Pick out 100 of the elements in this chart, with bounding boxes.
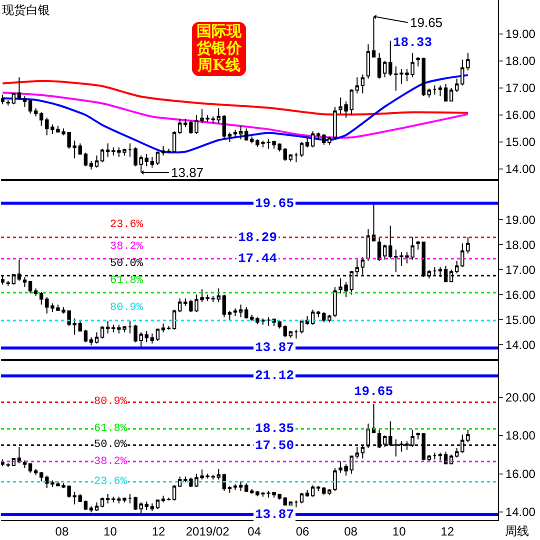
candlestick — [172, 309, 176, 330]
ref-line-label: 13.87 — [255, 507, 294, 522]
candlestick — [178, 476, 182, 488]
annotation: 19.65 — [354, 384, 394, 399]
candlestick — [6, 100, 10, 106]
candlestick — [222, 294, 226, 318]
chart-subtitle: 现货白银 — [2, 2, 50, 19]
candlestick — [22, 276, 27, 288]
annotation: 17.44 — [238, 251, 278, 266]
candlestick — [228, 486, 232, 494]
candlestick — [128, 320, 132, 334]
candlestick — [216, 468, 220, 480]
candlestick — [333, 286, 337, 318]
candlestick — [161, 146, 166, 156]
y-tick-label: 15.00 — [505, 135, 536, 150]
candlestick — [460, 59, 464, 86]
x-tick-label: 10 — [104, 524, 118, 538]
annotation: 17.50 — [255, 438, 294, 453]
candlestick — [84, 500, 88, 511]
candlestick — [360, 74, 365, 94]
candlestick — [310, 130, 315, 148]
annotation: 13.87 — [171, 165, 204, 180]
ref-line-label: 13.87 — [255, 340, 294, 355]
y-tick-label: 16.00 — [505, 108, 536, 122]
candlestick — [178, 118, 182, 134]
candlestick — [333, 106, 337, 140]
y-tick-label: 14.00 — [505, 162, 536, 176]
candlestick — [156, 499, 160, 510]
candlestick — [100, 497, 104, 508]
y-tick-label: 19.00 — [505, 27, 536, 42]
annotation: 18.33 — [393, 35, 432, 50]
candlestick — [238, 304, 243, 318]
candlestick — [228, 132, 232, 143]
candlestick — [355, 76, 359, 94]
annotation: 80.9% — [94, 396, 128, 408]
y-tick-label: 18.00 — [505, 428, 536, 443]
candlestick — [78, 142, 82, 155]
candlestick — [216, 288, 220, 303]
candlestick — [372, 202, 376, 242]
annotation: 18.29 — [238, 230, 278, 245]
candlestick — [144, 154, 148, 167]
annotation: 61.8% — [94, 423, 128, 435]
y-tick-label: 14.00 — [505, 505, 536, 520]
candlestick — [172, 484, 176, 502]
candlestick — [250, 314, 254, 322]
annotation: 23.6% — [94, 476, 128, 488]
y-tick-label: 20.00 — [505, 390, 536, 405]
candlestick — [432, 84, 437, 96]
candlestick — [6, 280, 10, 286]
candlestick — [416, 432, 420, 440]
x-tick-label: 12 — [440, 524, 454, 538]
ref-line-label: 21.12 — [255, 368, 294, 383]
candlestick — [100, 325, 104, 339]
y-tick-label: 17.00 — [505, 81, 536, 96]
candlestick — [300, 492, 304, 504]
candlestick — [34, 468, 38, 476]
annotation: 38.2% — [110, 241, 144, 253]
x-tick-label: 2019/02 — [186, 524, 230, 538]
candlestick — [144, 500, 148, 511]
candlestick — [432, 452, 437, 460]
candlestick — [283, 324, 287, 338]
candlestick — [244, 306, 248, 319]
candlestick — [12, 92, 16, 105]
candlestick — [244, 128, 248, 142]
candlestick — [372, 404, 376, 434]
candlestick — [422, 57, 426, 97]
candlestick — [377, 236, 382, 262]
candlestick — [89, 506, 94, 513]
candlestick — [34, 108, 38, 117]
candlestick — [156, 150, 160, 166]
candlestick — [316, 132, 320, 140]
ref-line-label: 19.65 — [255, 196, 294, 211]
candlestick — [238, 125, 243, 140]
y-tick-label: 16.00 — [505, 288, 536, 302]
candlestick — [222, 114, 226, 140]
annotation: 80.9% — [110, 302, 144, 314]
annotation: 23.6% — [110, 219, 144, 231]
candlestick — [40, 112, 44, 126]
candlestick — [233, 129, 238, 138]
candlestick — [454, 447, 459, 458]
annotation: 38.2% — [94, 456, 128, 468]
candlestick — [416, 240, 420, 250]
x-tick-label: 06 — [296, 524, 310, 538]
candlestick — [238, 480, 243, 492]
candlestick — [416, 56, 420, 67]
candlestick — [161, 495, 166, 503]
y-tick-label: 15.00 — [505, 312, 536, 327]
candlestick — [466, 429, 470, 443]
candlestick — [28, 280, 32, 294]
candlestick — [112, 324, 116, 333]
candlestick — [427, 454, 432, 462]
candlestick — [150, 502, 154, 512]
candlestick — [283, 147, 287, 162]
candlestick — [78, 320, 82, 332]
x-tick-label: 08 — [55, 524, 69, 538]
candlestick — [78, 493, 82, 502]
candlestick — [266, 316, 270, 326]
candlestick — [106, 320, 110, 334]
y-tick-label: 16.00 — [505, 466, 536, 481]
candlestick — [94, 332, 99, 344]
